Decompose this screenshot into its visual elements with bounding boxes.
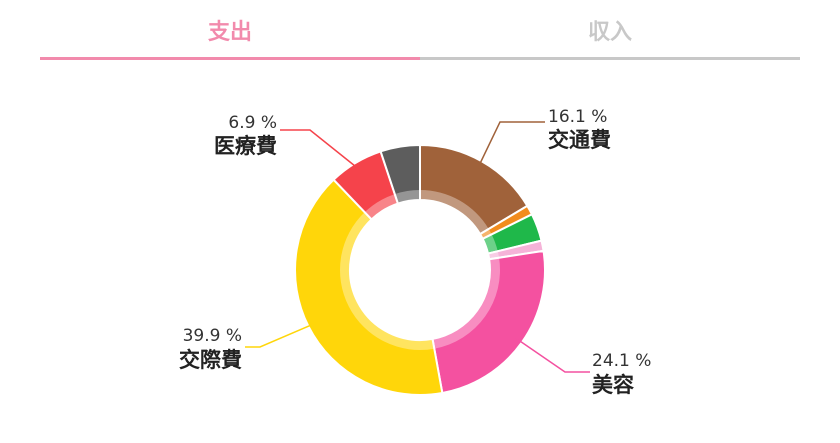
tab-income-label: 収入 [587,20,632,45]
slice-percent-label: 39.9 % [183,326,242,346]
slice-name-label: 美容 [592,373,634,397]
slice-percent-label: 16.1 % [548,107,607,127]
leader-line-交際費 [245,322,317,348]
slice-rim-7 [394,190,420,204]
slice-rim-0 [420,190,489,235]
leader-line-美容 [514,337,590,373]
slice-segment-7[interactable] [379,143,421,205]
tab-income-underline [420,57,800,60]
slice-percent-label: 6.9 % [228,113,277,133]
slice-rim-1 [480,228,492,239]
tab-income[interactable]: 収入 [420,0,800,60]
slice-美容[interactable] [431,249,546,395]
tab-expense-label: 支出 [207,20,252,45]
slice-rim-2 [482,234,498,254]
slice-name-label: 医療費 [214,134,277,158]
slice-rim-4 [432,257,500,349]
leader-line-医療費 [280,129,361,171]
slice-name-label: 交際費 [179,348,242,372]
tab-expense-underline [40,57,420,60]
slice-rim-6 [364,194,398,220]
slice-交際費[interactable] [294,178,444,396]
leader-line-交通費 [477,121,545,169]
tab-expense[interactable]: 支出 [40,0,420,60]
slice-percent-label: 24.1 % [592,351,651,371]
slice-name-label: 交通費 [548,128,611,152]
slice-rim-5 [340,212,435,350]
tab-bar: 支出 収入 [40,0,800,62]
